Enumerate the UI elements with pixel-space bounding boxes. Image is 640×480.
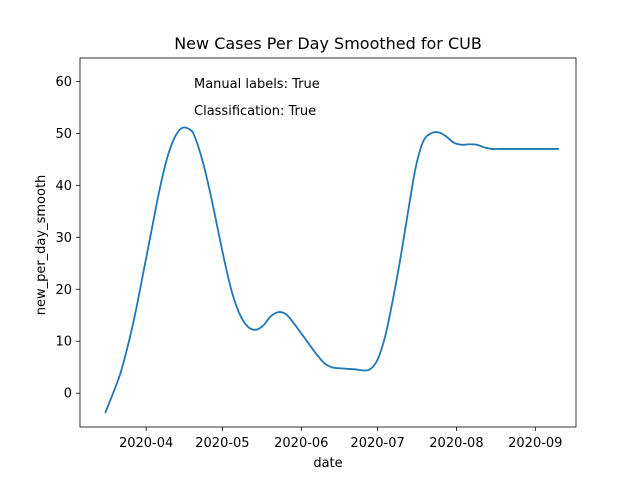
x-tick-label: 2020-08 <box>429 436 483 451</box>
series-line <box>104 126 560 414</box>
plot-area: 0 10 20 30 40 50 60 2020-04 2020-05 2020-06 2020-0… <box>55 57 577 451</box>
y-tick-label: 50 <box>55 127 72 142</box>
x-tick-label: 2020-07 <box>350 436 404 451</box>
chart-title: New Cases Per Day Smoothed for CUB <box>174 34 482 53</box>
y-tick-label: 10 <box>55 335 72 350</box>
y-tick-label: 30 <box>55 231 72 246</box>
x-tick-label: 2020-06 <box>274 436 328 451</box>
y-tick-label: 40 <box>55 179 72 194</box>
x-tick-label: 2020-05 <box>195 436 249 451</box>
annotation-classification: Classification: True <box>194 104 316 119</box>
y-axis-label: new_per_day_smooth <box>34 175 49 316</box>
axes-frame <box>79 57 577 428</box>
y-tick-label: 60 <box>55 75 72 90</box>
y-tick-label: 0 <box>64 387 72 402</box>
x-tick-label: 2020-09 <box>508 436 562 451</box>
x-tick-label: 2020-04 <box>119 436 173 451</box>
x-axis-label: date <box>313 456 342 471</box>
annotation-manual-labels: Manual labels: True <box>194 77 320 92</box>
y-tick-label: 20 <box>55 283 72 298</box>
